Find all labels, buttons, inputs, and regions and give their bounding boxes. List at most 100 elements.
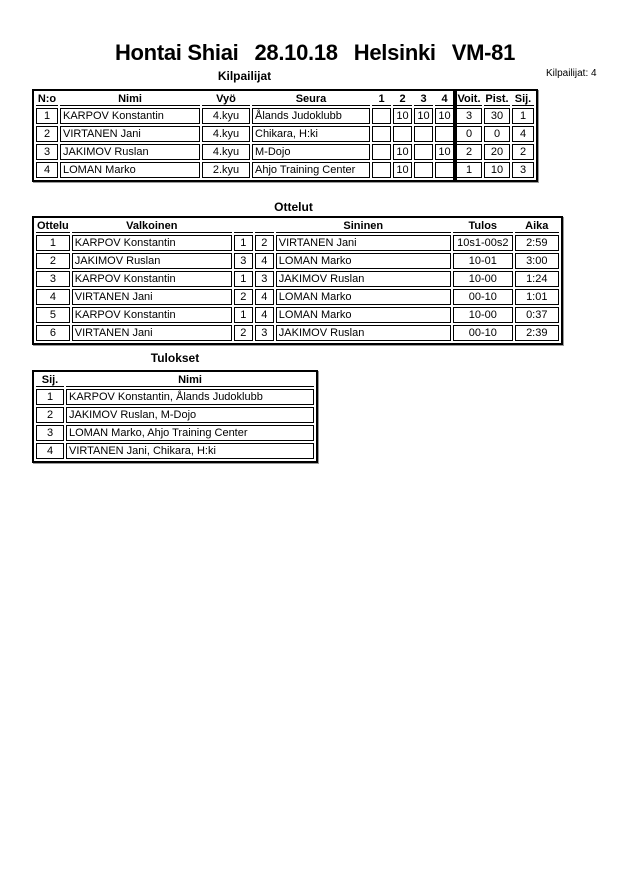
col-header-blue-no [254,220,274,233]
cell-round-4: 10 [435,108,454,124]
cell-round-4: 10 [435,144,454,160]
cell-vyo: 4.kyu [202,144,250,160]
cell-sij: 3 [512,162,534,178]
cell-white-name: VIRTANEN Jani [71,289,232,305]
cell-aika: 2:59 [514,235,559,251]
table-row: 3 KARPOV Konstantin 1 3 JAKIMOV Ruslan 1… [36,271,559,287]
cell-white-name: KARPOV Konstantin [71,235,232,251]
col-header-pist: Pist. [484,93,510,106]
cell-round-2 [393,126,412,142]
cell-sij: 2 [36,407,64,423]
tulokset-table: Sij. Nimi 1 KARPOV Konstantin, Ålands Ju… [32,370,318,463]
cell-blue-no: 4 [254,307,274,323]
title-city: Helsinki [353,40,436,65]
cell-round-3 [414,162,433,178]
cell-sij: 3 [36,425,64,441]
cell-white-no: 2 [233,325,253,341]
section-title-ottelut: Ottelut [274,200,313,214]
kilpailijat-table: N:o Nimi Vyö Seura 1 2 3 4 Voit. Pist. S… [32,89,538,182]
cell-round-2: 10 [393,144,412,160]
col-header-round-1: 1 [372,93,391,106]
cell-aika: 1:01 [514,289,559,305]
cell-blue-name: VIRTANEN Jani [275,235,451,251]
cell-match-no: 2 [36,253,70,269]
cell-pist: 0 [484,126,510,142]
cell-tulos: 00-10 [452,289,513,305]
cell-nimi: JAKIMOV Ruslan [60,144,200,160]
cell-white-no: 2 [233,289,253,305]
title-date: 28.10.18 [254,40,338,65]
table-row: 1 KARPOV Konstantin 4.kyu Ålands Judoklu… [36,108,534,124]
cell-seura: Chikara, H:ki [252,126,370,142]
col-header-round-4: 4 [435,93,454,106]
cell-round-3 [414,126,433,142]
cell-tulos: 10s1-00s2 [452,235,513,251]
cell-pist: 30 [484,108,510,124]
col-header-aika: Aika [514,220,559,233]
cell-round-4 [435,162,454,178]
table-row: 2 VIRTANEN Jani 4.kyu Chikara, H:ki 0 0 … [36,126,534,142]
col-header-valkoinen: Valkoinen [71,220,232,233]
col-header-round-3: 3 [414,93,433,106]
table-row: 3 LOMAN Marko, Ahjo Training Center [36,425,314,441]
cell-white-no: 1 [233,307,253,323]
col-header-white-no [233,220,253,233]
cell-tulos: 10-00 [452,307,513,323]
cell-round-3: 10 [414,108,433,124]
cell-blue-no: 4 [254,253,274,269]
table-row: 1 KARPOV Konstantin 1 2 VIRTANEN Jani 10… [36,235,559,251]
title-category: VM-81 [451,40,516,65]
cell-voit: 1 [456,162,482,178]
cell-round-2: 10 [393,162,412,178]
cell-sij: 2 [512,144,534,160]
cell-sij: 4 [36,443,64,459]
cell-blue-name: LOMAN Marko [275,289,451,305]
cell-nimi: JAKIMOV Ruslan, M-Dojo [66,407,314,423]
cell-blue-no: 3 [254,325,274,341]
col-header-nimi: Nimi [60,93,200,106]
tulokset-header-row: Sij. Nimi [36,374,314,387]
cell-round-1 [372,108,391,124]
table-row: 4 VIRTANEN Jani 2 4 LOMAN Marko 00-10 1:… [36,289,559,305]
col-header-no: N:o [36,93,58,106]
cell-blue-no: 2 [254,235,274,251]
cell-round-1 [372,162,391,178]
cell-match-no: 1 [36,235,70,251]
title-event: Hontai Shiai [114,40,239,65]
cell-white-no: 3 [233,253,253,269]
cell-blue-name: LOMAN Marko [275,253,451,269]
cell-round-2: 10 [393,108,412,124]
cell-white-name: VIRTANEN Jani [71,325,232,341]
cell-voit: 2 [456,144,482,160]
page-title: Hontai Shiai 28.10.18 Helsinki VM-81 [0,40,630,66]
col-header-round-2: 2 [393,93,412,106]
cell-vyo: 4.kyu [202,126,250,142]
cell-round-1 [372,144,391,160]
cell-aika: 1:24 [514,271,559,287]
cell-tulos: 10-00 [452,271,513,287]
cell-nimi: VIRTANEN Jani, Chikara, H:ki [66,443,314,459]
cell-white-name: JAKIMOV Ruslan [71,253,232,269]
ottelut-header-row: Ottelu Valkoinen Sininen Tulos Aika [36,220,559,233]
col-header-vyo: Vyö [202,93,250,106]
competitors-count: Kilpailijat: 4 [546,68,597,79]
cell-vyo: 4.kyu [202,108,250,124]
cell-sij: 1 [36,389,64,405]
table-row: 4 LOMAN Marko 2.kyu Ahjo Training Center… [36,162,534,178]
col-header-nimi: Nimi [66,374,314,387]
table-row: 4 VIRTANEN Jani, Chikara, H:ki [36,443,314,459]
cell-blue-name: JAKIMOV Ruslan [275,325,451,341]
cell-match-no: 5 [36,307,70,323]
cell-voit: 3 [456,108,482,124]
cell-sij: 1 [512,108,534,124]
cell-seura: M-Dojo [252,144,370,160]
cell-no: 2 [36,126,58,142]
table-row: 6 VIRTANEN Jani 2 3 JAKIMOV Ruslan 00-10… [36,325,559,341]
cell-vyo: 2.kyu [202,162,250,178]
kilpailijat-header-row: N:o Nimi Vyö Seura 1 2 3 4 Voit. Pist. S… [36,93,534,106]
cell-seura: Ålands Judoklubb [252,108,370,124]
cell-nimi: KARPOV Konstantin, Ålands Judoklubb [66,389,314,405]
table-row: 2 JAKIMOV Ruslan, M-Dojo [36,407,314,423]
cell-round-4 [435,126,454,142]
